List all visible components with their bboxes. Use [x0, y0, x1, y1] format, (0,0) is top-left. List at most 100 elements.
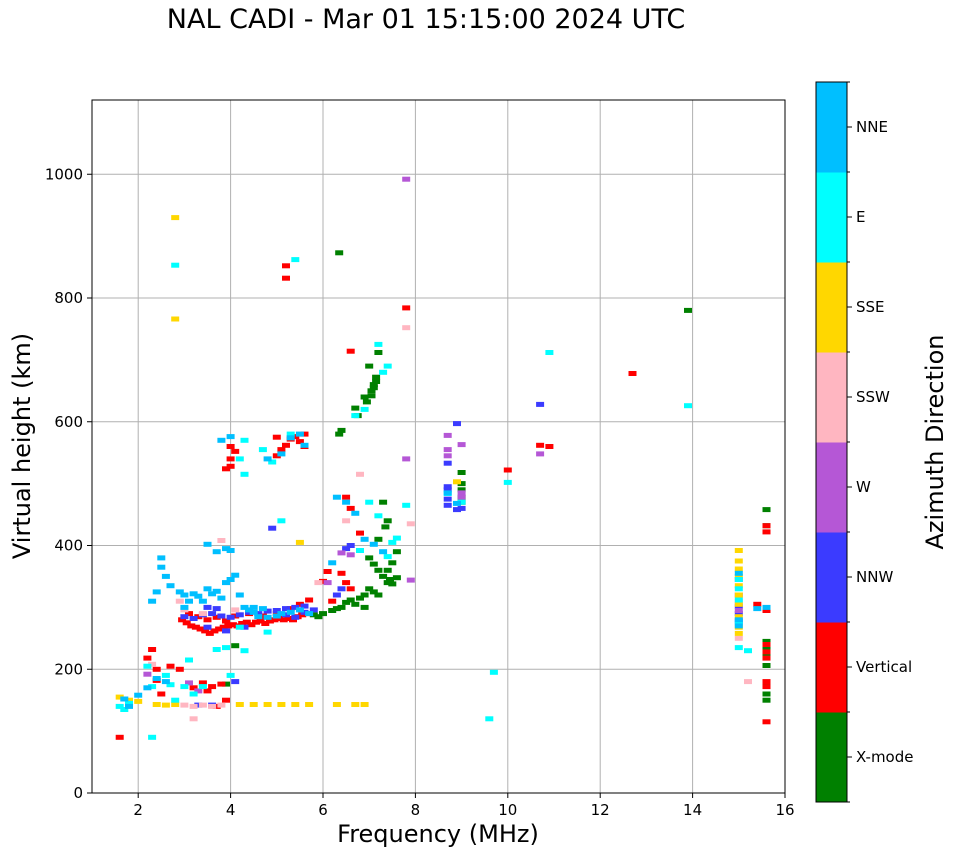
echo-point-e [148, 734, 157, 740]
echo-point-vertical [219, 624, 228, 630]
echo-point-nne [148, 598, 157, 604]
echo-point-nne [258, 606, 267, 612]
echo-point-nne [120, 696, 129, 702]
echo-point-sse [134, 698, 143, 704]
echo-point-nne [226, 548, 235, 553]
echo-point-vertical [231, 448, 240, 454]
echo-point-w [457, 442, 466, 448]
echo-point-x-mode [351, 405, 360, 411]
echo-point-nnw [443, 487, 452, 493]
echo-point-nne [342, 499, 351, 505]
echo-point-sse [734, 592, 743, 598]
x-tick-label: 10 [498, 801, 517, 819]
echo-point-nnw [536, 401, 545, 407]
echo-point-e [235, 624, 244, 630]
echo-point-x-mode [351, 601, 360, 607]
x-tick-label: 4 [226, 801, 236, 819]
y-tick-label: 600 [54, 413, 83, 431]
echo-point-e [166, 682, 175, 688]
echo-point-nne [157, 555, 166, 561]
echo-point-ssw [180, 702, 189, 708]
echo-point-vertical [215, 626, 224, 632]
colorbar-swatch-w [816, 442, 847, 533]
echo-point-nne [231, 572, 240, 578]
colorbar-swatch-e [816, 172, 847, 263]
colorbar: X-mode Vertical NNW W SSW SSE E NNE [815, 81, 913, 803]
echo-point-vertical [545, 444, 554, 449]
echo-point-x-mode [309, 612, 318, 618]
echo-point-vertical [291, 434, 300, 440]
echo-point-ssw [148, 661, 157, 667]
echo-point-e [161, 672, 170, 678]
echo-point-nne [152, 676, 161, 681]
echo-point-vertical [256, 618, 265, 624]
echo-point-nne [305, 611, 314, 617]
echo-point-x-mode [383, 518, 392, 524]
echo-point-nne [134, 692, 143, 698]
echo-point-w [323, 580, 332, 586]
echo-point-vertical [282, 442, 290, 448]
echo-point-nne [443, 490, 452, 496]
echo-point-nne [286, 609, 295, 615]
echo-point-nnw [212, 606, 221, 612]
colorbar-label-sse: SSE [856, 298, 885, 316]
echo-point-e [125, 700, 133, 706]
echo-point-nne [217, 595, 226, 601]
echo-point-e [235, 456, 244, 462]
echo-point-nne [152, 589, 161, 595]
echo-point-nne [212, 588, 221, 594]
echo-point-sse [734, 614, 743, 620]
echo-point-vertical [346, 586, 355, 592]
echo-point-nne [249, 604, 258, 610]
echo-point-w [734, 608, 743, 613]
echo-point-e [263, 629, 272, 635]
echo-point-w [457, 494, 466, 500]
echo-point-e [185, 657, 193, 663]
echo-point-x-mode [231, 643, 240, 649]
echo-point-x-mode [367, 393, 376, 399]
echo-point-nnw [272, 608, 281, 613]
echo-point-vertical [295, 601, 304, 607]
echo-point-sse [277, 702, 286, 707]
echo-point-nne [226, 577, 235, 582]
x-tick-label: 8 [411, 801, 421, 819]
echo-point-vertical [226, 444, 235, 449]
echo-point-vertical [208, 684, 217, 690]
echo-point-x-mode [314, 614, 323, 620]
echo-point-nnw [189, 616, 198, 621]
x-tick-label: 12 [591, 801, 610, 819]
echo-point-vertical [762, 523, 771, 529]
echo-point-nnw [194, 702, 203, 708]
echo-point-ssw [189, 703, 198, 709]
echo-point-x-mode [379, 573, 388, 579]
echo-point-vertical [305, 597, 314, 603]
echo-point-vertical [346, 348, 355, 354]
echo-point-w [185, 680, 193, 686]
echo-point-sse [453, 479, 461, 485]
echo-point-vertical [115, 734, 124, 740]
echo-point-vertical [203, 688, 212, 694]
plot-frame [91, 99, 786, 794]
echo-point-x-mode [222, 681, 230, 687]
echo-point-vertical [210, 628, 219, 634]
echo-point-nnw [734, 611, 743, 617]
echo-point-nne [203, 541, 212, 547]
echo-point-vertical [222, 618, 230, 624]
echo-point-ssw [217, 702, 226, 708]
echo-point-x-mode [356, 595, 364, 601]
echo-point-nne [189, 591, 198, 597]
echo-point-e [545, 350, 554, 355]
echo-point-x-mode [365, 586, 374, 592]
echo-point-ssw [231, 607, 240, 613]
echo-point-nnw [453, 507, 461, 513]
echo-point-x-mode [457, 470, 466, 475]
echo-point-e [115, 703, 124, 709]
y-tick-label: 0 [73, 784, 83, 802]
echo-point-ssw [314, 580, 323, 586]
x-tick-label: 6 [318, 801, 328, 819]
echo-point-nne [157, 564, 166, 570]
echo-point-vertical [198, 680, 207, 686]
echo-point-x-mode [360, 394, 369, 400]
echo-point-e [684, 403, 692, 409]
echo-point-sse [235, 702, 244, 707]
